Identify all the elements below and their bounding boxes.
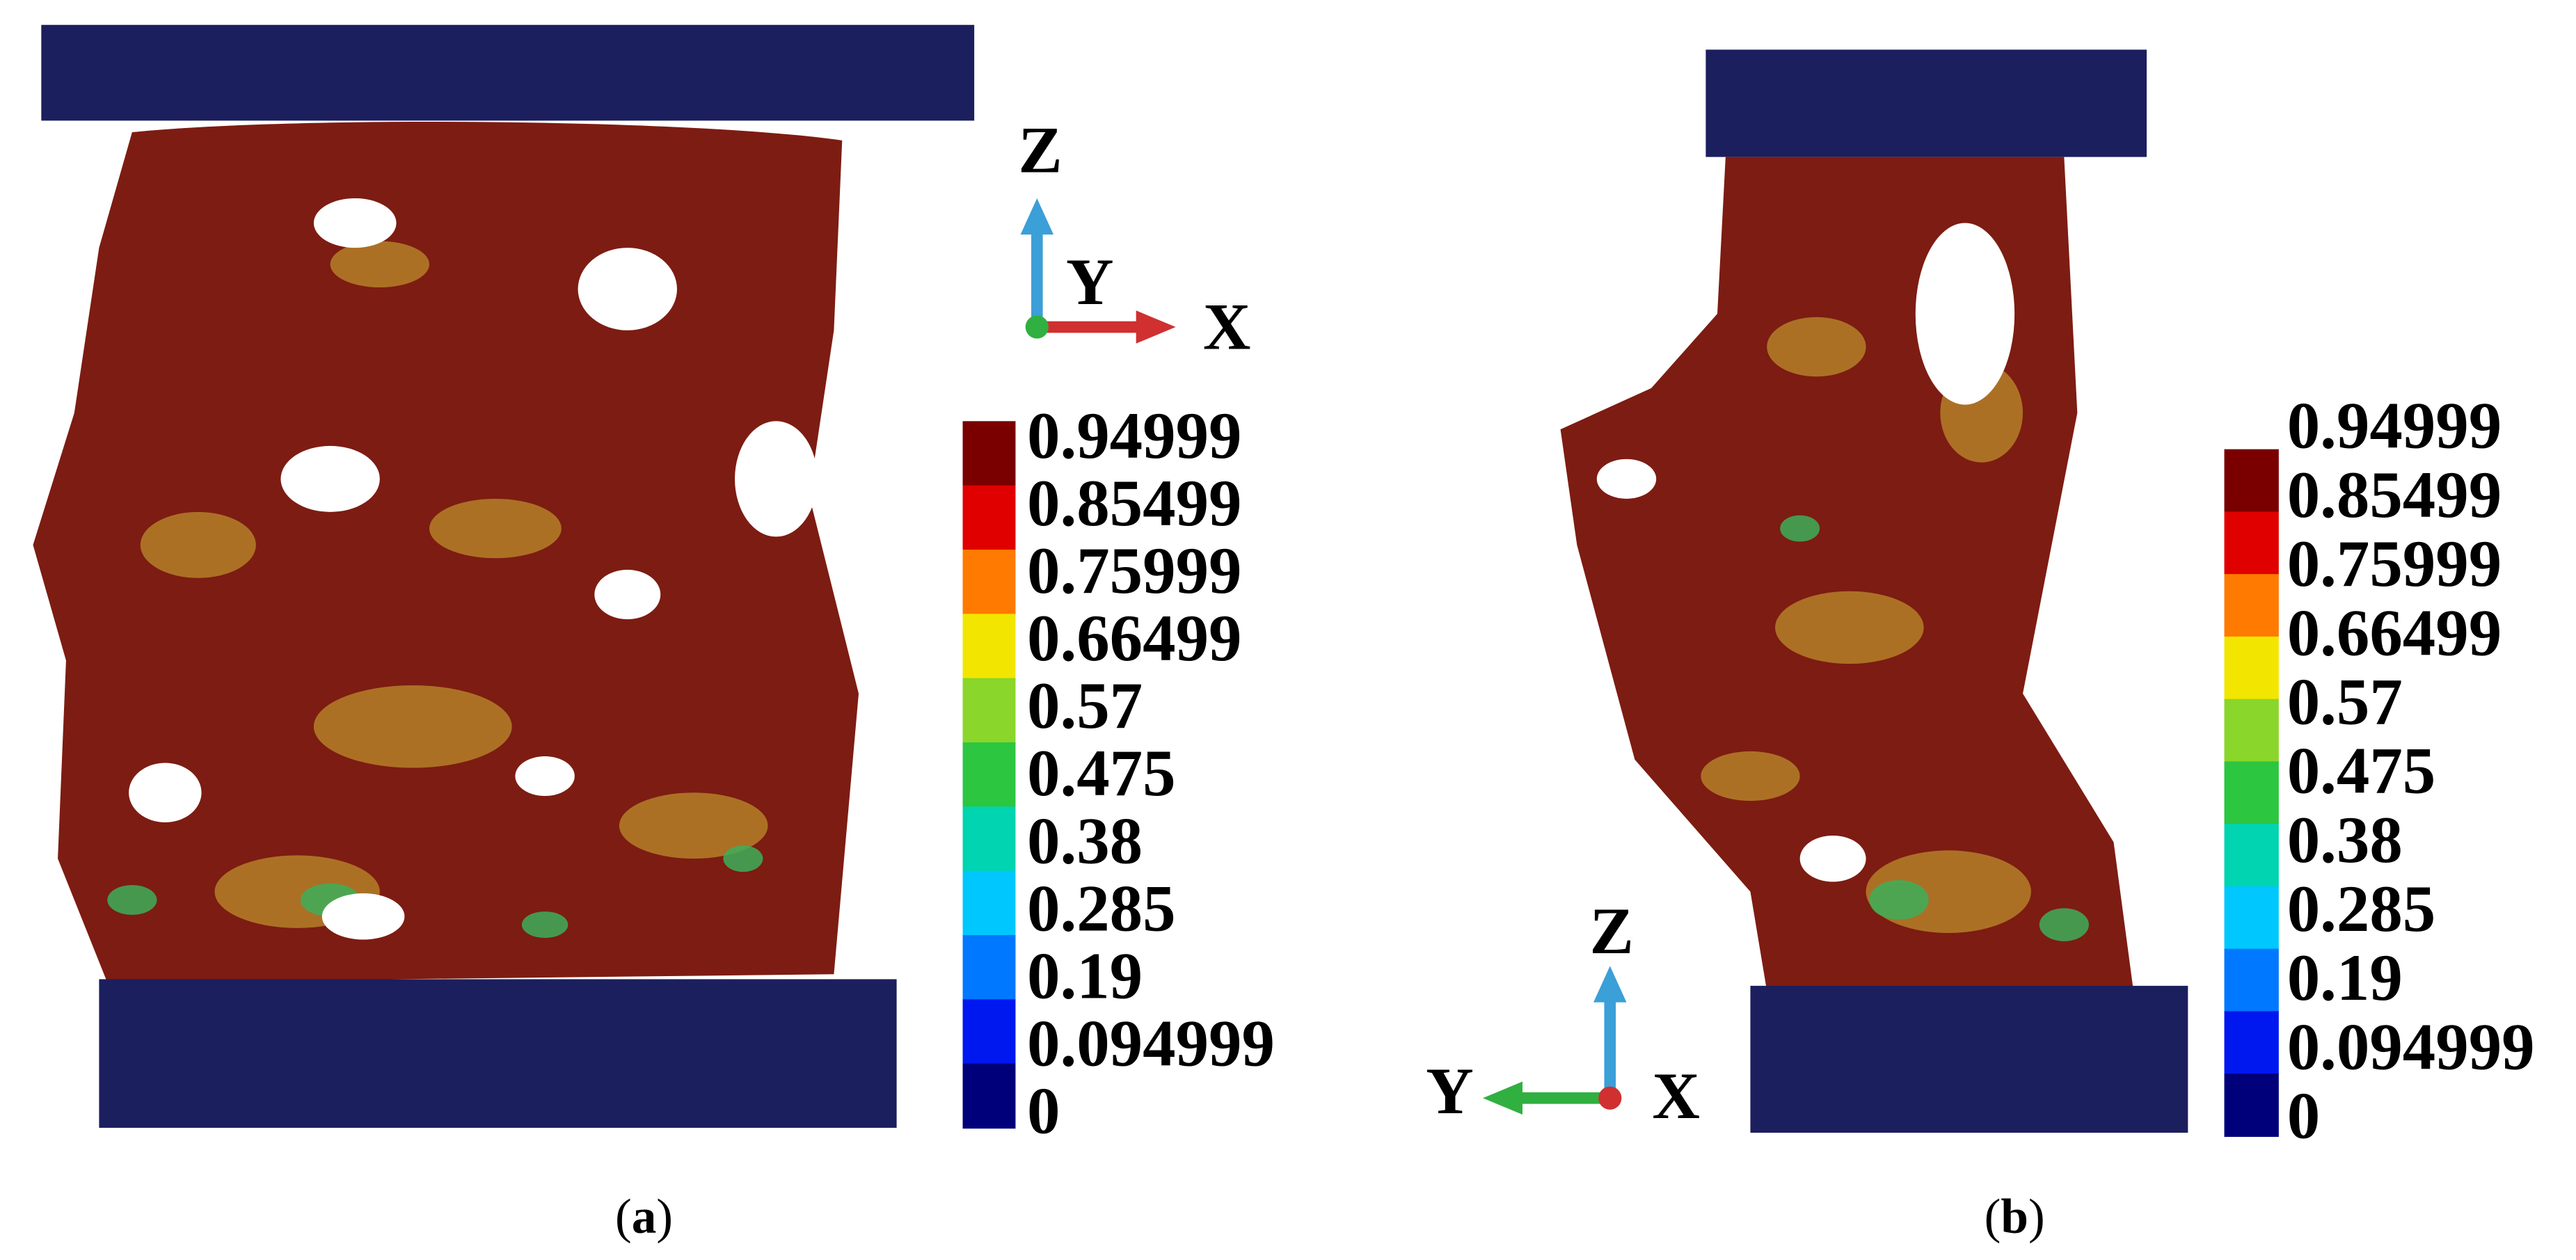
axis-letter: Y	[1426, 1054, 1474, 1128]
colorbar-segment	[2224, 449, 2279, 513]
colorbar-label: 0.85499	[2287, 458, 2502, 532]
colorbar-label: 0.475	[2287, 734, 2436, 808]
colorbar-label: 0.75999	[2287, 527, 2502, 600]
colorbar-segment	[2224, 1011, 2279, 1075]
colorbar-segment	[962, 485, 1016, 551]
colorbar-segment	[2224, 824, 2279, 888]
colorbar-label: 0.094999	[2287, 1010, 2535, 1083]
axis-triad-b	[1483, 966, 1627, 1115]
colorbar-segment	[962, 999, 1016, 1064]
colorbar-segment	[962, 678, 1016, 744]
colorbar-segment	[2224, 886, 2279, 950]
colorbar-label: 0.094999	[1027, 1006, 1275, 1080]
voids	[129, 198, 818, 940]
caption-part: )	[2028, 1190, 2045, 1245]
caption-part: )	[656, 1190, 673, 1245]
axis-letter: Y	[1066, 245, 1114, 319]
colorbar-label: 0	[2287, 1079, 2320, 1153]
colorbar-segment	[2224, 574, 2279, 638]
colorbar-segment	[2224, 948, 2279, 1012]
colorbar-label: 0.57	[2287, 664, 2403, 738]
colorbar-label: 0.66499	[2287, 596, 2502, 669]
colorbar-segment	[962, 1063, 1016, 1129]
colorbar-segment	[2224, 511, 2279, 575]
colorbar-label: 0.475	[1027, 736, 1176, 810]
axis-letter: Z	[1018, 113, 1062, 186]
caption-letter: a	[632, 1190, 657, 1245]
caption-part: (	[1985, 1190, 2001, 1245]
colorbar-label: 0.19	[1027, 939, 1143, 1012]
axis-letter: X	[1652, 1059, 1700, 1133]
colorbar-segment	[962, 870, 1016, 936]
axis-letter: Z	[1589, 894, 1633, 968]
strain-spots	[140, 241, 768, 928]
colorbar-label: 0.285	[2287, 872, 2436, 946]
colorbar-label: 0.19	[2287, 941, 2403, 1014]
bottom-plate	[1750, 985, 2188, 1133]
colorbar-label: 0.75999	[1027, 534, 1241, 607]
colorbar-label: 0.85499	[1027, 466, 1241, 540]
colorbar-segment	[962, 806, 1016, 872]
colorbar-segment	[2224, 1074, 2279, 1138]
colorbar-segment	[962, 549, 1016, 615]
panel-b-render	[1560, 49, 2188, 1133]
colorbar-label: 0.94999	[1027, 399, 1241, 472]
top-plate	[41, 24, 975, 121]
voids	[1596, 223, 2015, 882]
colorbar-segment	[2224, 761, 2279, 825]
caption-letter: b	[2001, 1190, 2028, 1245]
caption: (a)	[615, 1190, 673, 1245]
colorbar-label: 0	[1027, 1074, 1060, 1148]
colorbar-segment	[962, 742, 1016, 808]
axis-triad-a	[1020, 198, 1176, 344]
caption: (b)	[1985, 1190, 2045, 1245]
colorbar-segment	[962, 421, 1016, 486]
colorbar-label: 0.57	[1027, 669, 1143, 742]
colorbar-segment	[962, 934, 1016, 1000]
colorbar-label: 0.285	[1027, 871, 1176, 945]
colorbar-segment	[2224, 636, 2279, 700]
particle-body	[33, 122, 859, 983]
axis-letter: X	[1203, 289, 1251, 363]
colorbar-label: 0.66499	[1027, 601, 1241, 675]
colorbar-label: 0.38	[1027, 804, 1143, 877]
top-plate	[1706, 49, 2147, 157]
colorbar-segment	[2224, 699, 2279, 763]
colorbar-label: 0.38	[2287, 803, 2403, 877]
strain-spots-low	[1780, 515, 2089, 941]
panel-a-render	[33, 24, 975, 1128]
colorbar-label: 0.94999	[2287, 389, 2502, 463]
caption-part: (	[615, 1190, 632, 1245]
colorbar-segment	[962, 614, 1016, 679]
bottom-plate	[99, 979, 897, 1128]
